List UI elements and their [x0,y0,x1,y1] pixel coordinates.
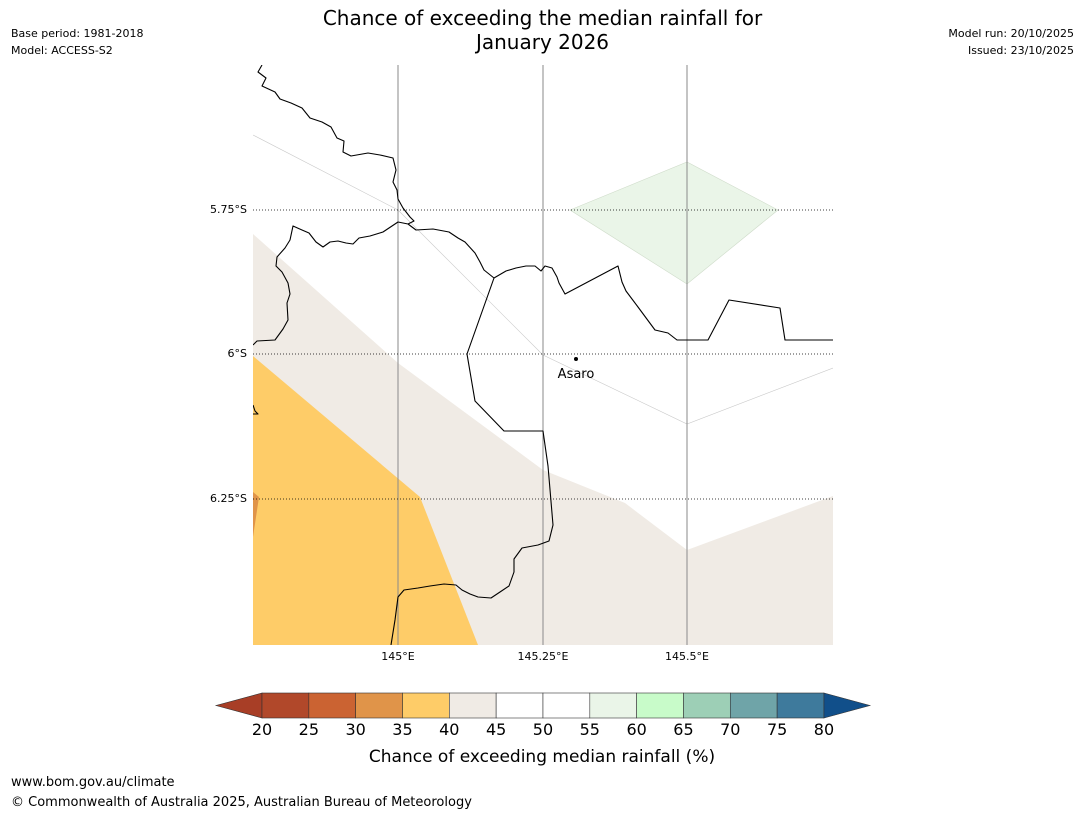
colorbar-box-25-30 [308,692,356,719]
colorbar-tick-80: 80 [814,720,834,739]
colorbar-tick-20: 20 [252,720,272,739]
parallels [253,209,833,500]
base-period: Base period: 1981-2018 [11,27,144,40]
colorbar-box-75-80 [776,692,825,719]
place-asaro: Asaro [558,357,595,382]
issued-date: Issued: 23/10/2025 [967,44,1074,57]
colorbar-tick-35: 35 [392,720,412,739]
colorbar-boxes [214,692,872,719]
model-run: Model run: 20/10/2025 [948,27,1074,40]
lon-label-145: 145°E [381,650,414,663]
colorbar-box-45-50 [495,692,544,719]
province-borders [253,65,833,645]
model-name: Model: ACCESS-S2 [11,44,113,57]
colorbar-tick-60: 60 [626,720,646,739]
title-line-1: Chance of exceeding the median rainfall … [322,6,763,30]
meta-left: Base period: 1981-2018 Model: ACCESS-S2 [11,25,143,59]
border-central [253,221,409,346]
lon-label-145-5: 145.5°E [665,650,709,663]
colorbar-label: Chance of exceeding median rainfall (%) [369,747,715,767]
colorbar-tick-55: 55 [580,720,600,739]
border-north [257,65,415,225]
colorbar-ticks: 20 25 30 35 40 45 50 55 60 65 70 75 80 [252,720,834,739]
colorbar-box-60-65 [636,692,684,719]
border-south-east [390,277,554,645]
lon-labels: 145°E 145.25°E 145.5°E [381,650,709,663]
lon-label-145-25: 145.25°E [518,650,569,663]
colorbar-arrow-low [214,692,263,719]
colorbar-box-35-40 [402,692,450,719]
lat-label-6: 6°S [228,347,247,360]
colorbar-box-70-75 [729,692,778,719]
border-west-stub [253,404,259,415]
colorbar-box-20-25 [261,692,310,719]
footer-url: www.bom.gov.au/climate [11,775,175,790]
colorbar-box-65-70 [683,692,731,719]
colorbar-box-30-35 [355,692,403,719]
colorbar-tick-40: 40 [439,720,459,739]
colorbar-box-55-60 [589,692,637,719]
region-35-40 [253,356,478,645]
lat-label-6-25: 6.25°S [210,492,247,505]
colorbar-tick-65: 65 [673,720,693,739]
map-title: Chance of exceeding the median rainfall … [0,6,1085,54]
colorbar: 20 25 30 35 40 45 50 55 60 65 70 75 80 Chance of exc… [214,692,872,767]
lat-labels: 5.75°S 6°S 6.25°S [210,203,247,505]
colorbar-tick-30: 30 [345,720,365,739]
region-30-35 [253,492,259,537]
meta-right: Model run: 20/10/2025 Issued: 23/10/2025 [948,25,1074,59]
asaro-dot [574,357,578,361]
title-line-2: January 2026 [475,30,610,54]
colorbar-box-50-55 [542,692,591,719]
colorbar-tick-45: 45 [486,720,506,739]
lat-label-5-75: 5.75°S [210,203,247,216]
colorbar-tick-25: 25 [299,720,319,739]
colorbar-tick-70: 70 [720,720,740,739]
asaro-label: Asaro [558,367,595,382]
meridians [397,65,688,645]
map-panel: Asaro [253,65,833,645]
footer-copyright: © Commonwealth of Australia 2025, Austra… [11,795,472,810]
colorbar-tick-75: 75 [767,720,787,739]
colorbar-tick-50: 50 [533,720,553,739]
colorbar-box-40-45 [449,692,497,719]
colorbar-arrow-high [823,692,872,719]
border-east [407,223,833,341]
